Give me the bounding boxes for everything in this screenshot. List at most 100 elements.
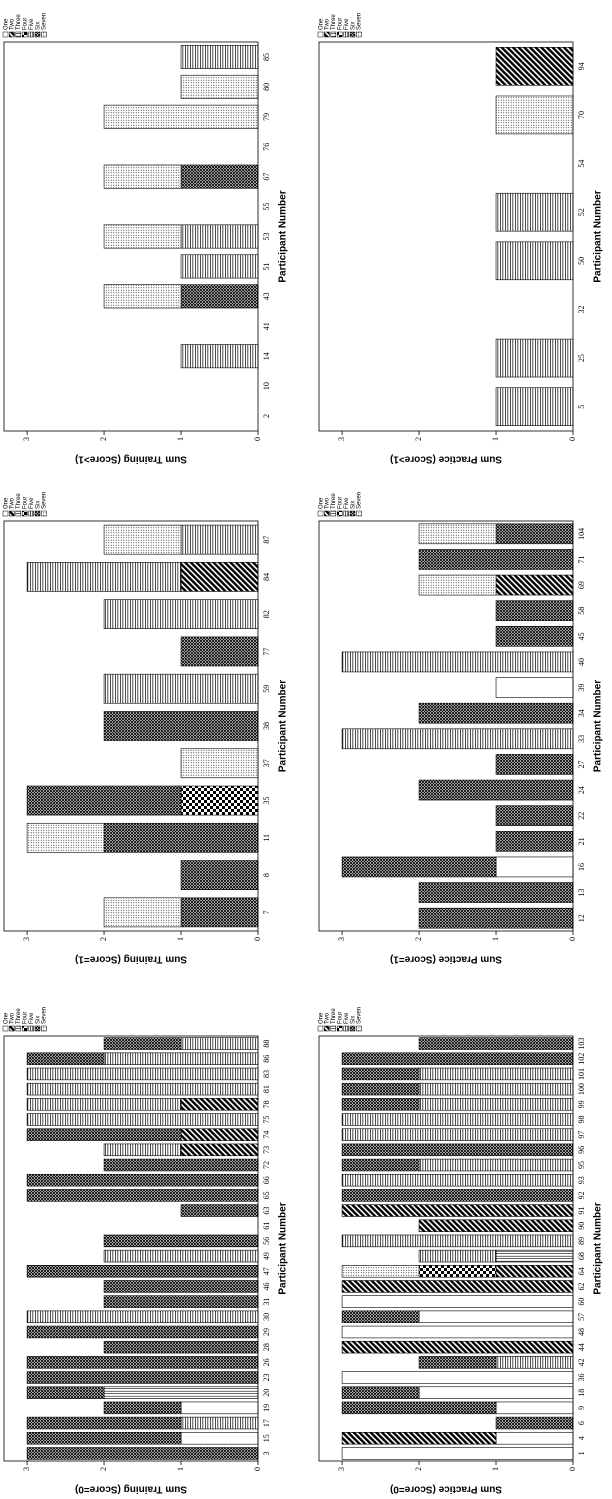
bar-segment [180,224,259,249]
bar-segment [103,224,182,249]
x-tick-label: 31 [262,1298,271,1306]
legend-label: Six [350,501,356,509]
bar-segment [418,1265,497,1278]
bar-segment [103,1386,259,1399]
bar-segment [180,524,259,555]
bar-segment [26,1067,259,1081]
legend-label: Five [29,18,35,30]
bar-segment [341,1113,574,1126]
x-tick-label: 63 [262,1207,271,1215]
x-tick-label: 2 [262,414,271,418]
x-tick-label: 79 [262,113,271,121]
x-tick-label: 29 [262,1328,271,1336]
y-tick-label: 1 [176,937,185,941]
bar-segment [26,785,182,816]
x-tick-label: 90 [577,1222,586,1230]
plot-frame [318,1035,574,1462]
y-tick-label: 2 [414,437,423,441]
legend-swatch [9,510,15,517]
legend-swatch [41,31,47,38]
legend-swatch [343,510,349,517]
rotated-figure: Sum Training (Score=0)012331517192023262… [2,13,604,1494]
y-axis-label: Sum Training (Score=0) [75,1483,187,1494]
legend-swatch [15,31,22,38]
y-tick-label: 0 [253,937,262,941]
x-tick-label: 51 [262,262,271,270]
legend-swatch [41,1025,47,1032]
bar-segment [103,1401,182,1415]
bar-segment [418,574,497,596]
bar-segment [341,856,497,878]
x-tick-label: 8 [262,873,271,877]
y-tick-label: 1 [176,437,185,441]
x-tick-label: 101 [577,1068,586,1080]
x-tick-label: 28 [262,1343,271,1351]
y-axis-label: Sum Practice (Score=1) [390,953,502,964]
x-tick-label: 99 [577,1100,586,1108]
x-tick-label: 50 [577,257,586,265]
legend-label: Two [10,1012,16,1024]
bar-segment [180,164,259,189]
x-tick-label: 36 [577,1374,586,1382]
x-tick-label: 62 [577,1282,586,1290]
bar-segment [495,626,574,647]
legend-label: One [318,497,324,509]
y-tick-label: 1 [491,937,500,941]
legend-swatch [41,510,47,517]
bar-segment [103,1143,182,1157]
bar-segment [418,1310,574,1324]
legend-label: Seven [357,492,363,509]
y-tick-label: 1 [176,1467,185,1471]
legend-swatch [330,31,337,38]
plot-frame [318,41,574,432]
bar-segment [341,651,574,673]
bar-segment [103,1052,259,1065]
x-axis-label: Participant Number [278,1202,289,1294]
x-tick-label: 40 [577,658,586,666]
x-tick-label: 52 [577,208,586,216]
legend-swatch [330,1025,337,1032]
legend-label: Three [331,493,337,509]
y-tick-label: 2 [414,1467,423,1471]
bar-segment [495,1249,574,1263]
bar-segment [341,1067,420,1081]
bar-segment [180,254,259,279]
bar-segment [495,1401,574,1415]
x-tick-label: 57 [577,1313,586,1321]
x-tick-label: 46 [262,1282,271,1290]
bar-segment [418,702,574,724]
bar-segment [341,1204,574,1217]
bar-segment [180,1098,259,1111]
x-tick-label: 75 [262,1115,271,1123]
x-tick-label: 98 [577,1115,586,1123]
x-tick-label: 24 [577,786,586,794]
y-tick-label: 1 [491,1467,500,1471]
legend-swatch [9,1025,15,1032]
legend-swatch [317,1025,324,1032]
x-tick-label: 4 [577,1436,586,1440]
x-tick-label: 84 [262,573,271,581]
plot-frame [318,520,574,932]
bar-segment [26,1371,259,1384]
x-tick-label: 69 [577,581,586,589]
legend-label: One [318,1012,324,1024]
legend-label: One [3,497,9,509]
bar-segment [180,1143,259,1157]
bar-segment [26,1310,259,1324]
legend-swatch [34,31,41,38]
bar-segment [26,1356,259,1369]
x-tick-label: 14 [262,352,271,360]
bar-segment [180,636,259,667]
legend-label: Three [16,14,22,30]
legend-swatch [336,31,343,38]
bar-segment [180,344,259,369]
x-tick-label: 15 [262,1434,271,1442]
legend-label: Six [35,501,41,509]
bar-segment [180,1037,259,1050]
legend-label: Four [337,1012,343,1024]
bar-segment [103,673,259,704]
y-tick-label: 2 [99,1467,108,1471]
x-tick-label: 7 [262,910,271,914]
x-tick-label: 54 [577,160,586,168]
x-tick-label: 11 [262,834,271,842]
